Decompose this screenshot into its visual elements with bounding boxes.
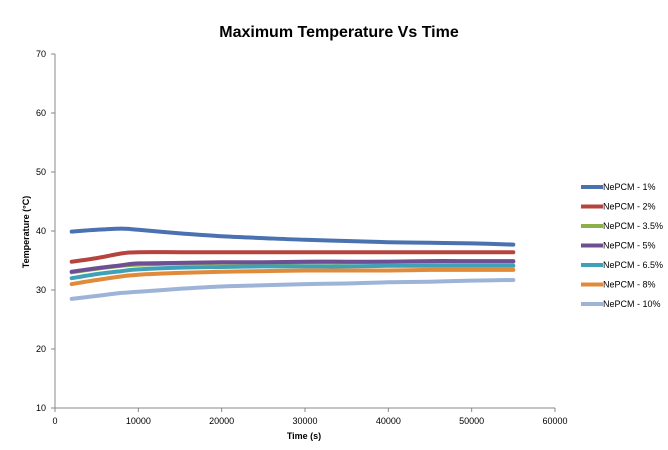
chart-title: Maximum Temperature Vs Time: [219, 24, 459, 41]
legend-label: NePCM - 2%: [603, 202, 656, 212]
series-line: [69, 278, 516, 301]
x-tick-label: 50000: [459, 416, 484, 426]
y-tick-label: 20: [36, 344, 46, 354]
x-tick-label: 30000: [292, 416, 317, 426]
legend-label: NePCM - 1%: [603, 182, 656, 192]
series-line: [69, 250, 516, 264]
y-tick-label: 30: [36, 285, 46, 295]
y-tick-label: 70: [36, 49, 46, 59]
series-lines: [69, 226, 516, 301]
y-tick-label: 40: [36, 226, 46, 236]
axes: 10 20 30 40 50 60 70 0 10000 20000 30000 40000 50000…: [36, 49, 568, 426]
x-tick-label: 0: [52, 416, 57, 426]
x-axis-title: Time (s): [287, 431, 321, 441]
legend-label: NePCM - 10%: [603, 299, 661, 309]
x-tick-label: 20000: [209, 416, 234, 426]
y-tick-label: 60: [36, 108, 46, 118]
series-line: [69, 226, 516, 247]
legend-label: NePCM - 5%: [603, 241, 656, 251]
x-tick-label: 10000: [126, 416, 151, 426]
legend: NePCM - 1% NePCM - 2% NePCM - 3.5% NePCM - …: [581, 182, 663, 309]
series-line: [69, 263, 516, 281]
legend-label: NePCM - 6.5%: [603, 260, 663, 270]
x-tick-label: 60000: [542, 416, 567, 426]
series-line: [69, 267, 516, 287]
legend-label: NePCM - 8%: [603, 280, 656, 290]
legend-label: NePCM - 3.5%: [603, 221, 663, 231]
y-axis-title: Temperature (°C): [21, 196, 31, 268]
series-line: [69, 259, 516, 274]
y-tick-label: 50: [36, 167, 46, 177]
x-tick-label: 40000: [376, 416, 401, 426]
y-tick-label: 10: [36, 403, 46, 413]
